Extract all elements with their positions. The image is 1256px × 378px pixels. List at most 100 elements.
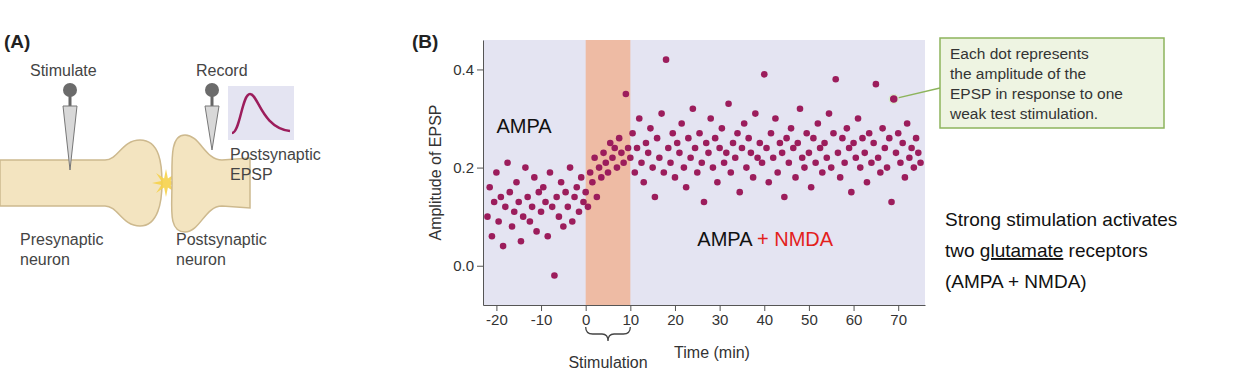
data-point <box>810 135 817 142</box>
data-point <box>899 140 906 147</box>
data-point <box>817 145 824 152</box>
data-point <box>587 169 594 176</box>
data-point <box>727 169 734 176</box>
data-point <box>609 154 616 161</box>
data-point <box>511 208 518 215</box>
data-point <box>716 145 723 152</box>
callout-line: weak test stimulation. <box>949 105 1098 122</box>
side-note-part: (AMPA + NMDA) <box>945 271 1087 292</box>
x-tick-label: 30 <box>712 311 729 328</box>
y-tick: 0.4 <box>453 61 483 78</box>
data-point <box>745 135 752 142</box>
x-tick: 30 <box>712 305 729 328</box>
panel-label: (B) <box>412 31 438 52</box>
data-point <box>529 204 536 211</box>
x-tick: 20 <box>667 305 684 328</box>
data-point <box>678 120 685 127</box>
data-point <box>591 154 598 161</box>
y-axis-title: Amplitude of EPSP <box>427 104 444 240</box>
data-point <box>730 140 737 147</box>
data-point <box>701 199 708 206</box>
panel-a: (A)StimulateRecordPostsynapticEPSPPresyn… <box>0 31 321 268</box>
y-tick-label: 0.2 <box>453 159 474 176</box>
data-point <box>707 115 714 122</box>
data-point <box>739 145 746 152</box>
side-note-part: Strong stimulation activates <box>945 209 1177 230</box>
data-point <box>527 218 534 225</box>
data-point <box>790 145 797 152</box>
data-point <box>484 213 491 220</box>
data-point <box>752 110 759 117</box>
data-point <box>873 81 880 88</box>
x-tick: 0 <box>582 305 590 328</box>
data-point <box>888 199 895 206</box>
data-point <box>551 272 558 279</box>
data-point <box>839 135 846 142</box>
data-point <box>672 174 679 181</box>
data-point <box>777 140 784 147</box>
callout-line: EPSP in response to one <box>950 85 1123 102</box>
data-point <box>536 189 543 196</box>
data-point <box>826 110 833 117</box>
data-point <box>765 179 772 186</box>
presynaptic-axon <box>0 140 162 226</box>
data-point <box>819 169 826 176</box>
data-point <box>710 164 717 171</box>
data-point <box>520 213 527 220</box>
data-point <box>696 130 703 137</box>
data-point <box>513 179 520 186</box>
x-axis: -20-10010203040506070 <box>484 305 926 328</box>
data-point <box>692 145 699 152</box>
data-point <box>828 164 835 171</box>
data-point <box>674 140 681 147</box>
data-point <box>594 194 601 201</box>
data-point <box>638 159 645 166</box>
data-point <box>640 179 647 186</box>
data-point <box>743 164 750 171</box>
y-tick-label: 0.4 <box>453 61 474 78</box>
data-point <box>558 179 565 186</box>
x-tick: 50 <box>801 305 818 328</box>
data-point <box>495 218 502 225</box>
data-point <box>602 159 609 166</box>
y-axis: 0.00.20.4 <box>453 41 483 306</box>
data-point <box>830 130 837 137</box>
data-point <box>578 174 585 181</box>
postsynaptic-label-line: neuron <box>176 251 226 268</box>
data-point <box>611 145 618 152</box>
data-point <box>687 154 694 161</box>
data-point <box>607 140 614 147</box>
data-point <box>902 174 909 181</box>
data-point <box>866 130 873 137</box>
stimulation-band <box>586 40 631 305</box>
data-point <box>589 179 596 186</box>
y-tick-mark <box>477 69 483 70</box>
data-point <box>723 150 730 157</box>
data-point <box>560 223 567 230</box>
data-point <box>486 184 493 191</box>
data-point <box>783 135 790 142</box>
data-point <box>538 208 545 215</box>
region-annotation: AMPA + NMDA <box>697 228 833 250</box>
data-point <box>598 174 605 181</box>
panel-label: (A) <box>4 31 30 52</box>
data-point <box>792 174 799 181</box>
figure: (A)StimulateRecordPostsynapticEPSPPresyn… <box>0 0 1256 378</box>
data-point <box>734 130 741 137</box>
x-tick: -20 <box>486 305 508 328</box>
x-tick-label: 60 <box>846 311 863 328</box>
data-point <box>562 189 569 196</box>
data-point <box>540 184 547 191</box>
data-point <box>799 154 806 161</box>
data-point <box>868 159 875 166</box>
data-point <box>759 159 766 166</box>
data-point <box>801 164 808 171</box>
epsp-label: PostsynapticEPSP <box>230 146 321 183</box>
data-point <box>685 135 692 142</box>
y-axis-line <box>483 41 484 306</box>
plot-background <box>483 40 925 305</box>
data-point <box>649 164 656 171</box>
data-point <box>859 135 866 142</box>
side-note-part: glutamate <box>980 240 1063 261</box>
data-point <box>893 150 900 157</box>
